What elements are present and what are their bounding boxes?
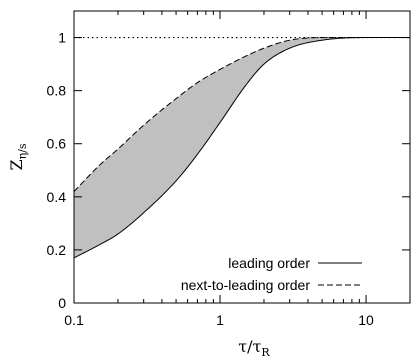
x-axis-title: τ/τR <box>238 337 270 358</box>
y-tick-label: 0 <box>58 295 66 311</box>
x-axis-title-main: τ/τ <box>238 337 261 356</box>
plot-frame <box>73 10 411 304</box>
y-tick-label: 1 <box>58 30 66 46</box>
y-axis-title-subscript: η/s <box>16 143 29 159</box>
series-line-0 <box>73 37 410 259</box>
x-tick-label: 1 <box>216 312 224 328</box>
series-line-1 <box>73 37 410 192</box>
series-layer <box>73 37 410 259</box>
shaded-band <box>74 37 410 258</box>
y-axis-title-main: Z <box>7 159 26 170</box>
x-axis-title-subscript: R <box>261 346 270 358</box>
y-tick-label: 0.2 <box>47 242 67 258</box>
legend: leading order next-to-leading order <box>181 255 362 293</box>
y-tick-label: 0.8 <box>47 83 67 99</box>
band-layer <box>74 37 410 258</box>
x-tick-label: 10 <box>358 312 374 328</box>
y-axis-title: Zη/s <box>7 143 29 170</box>
legend-label-1: next-to-leading order <box>181 277 311 293</box>
y-tick-label: 0.4 <box>47 189 67 205</box>
tick-layer: 0 0.2 0.4 0.6 0.8 1 0.1 1 10 <box>47 11 410 328</box>
y-tick-label: 0.6 <box>47 136 67 152</box>
x-tick-label: 0.1 <box>64 312 84 328</box>
legend-label-0: leading order <box>228 255 310 271</box>
